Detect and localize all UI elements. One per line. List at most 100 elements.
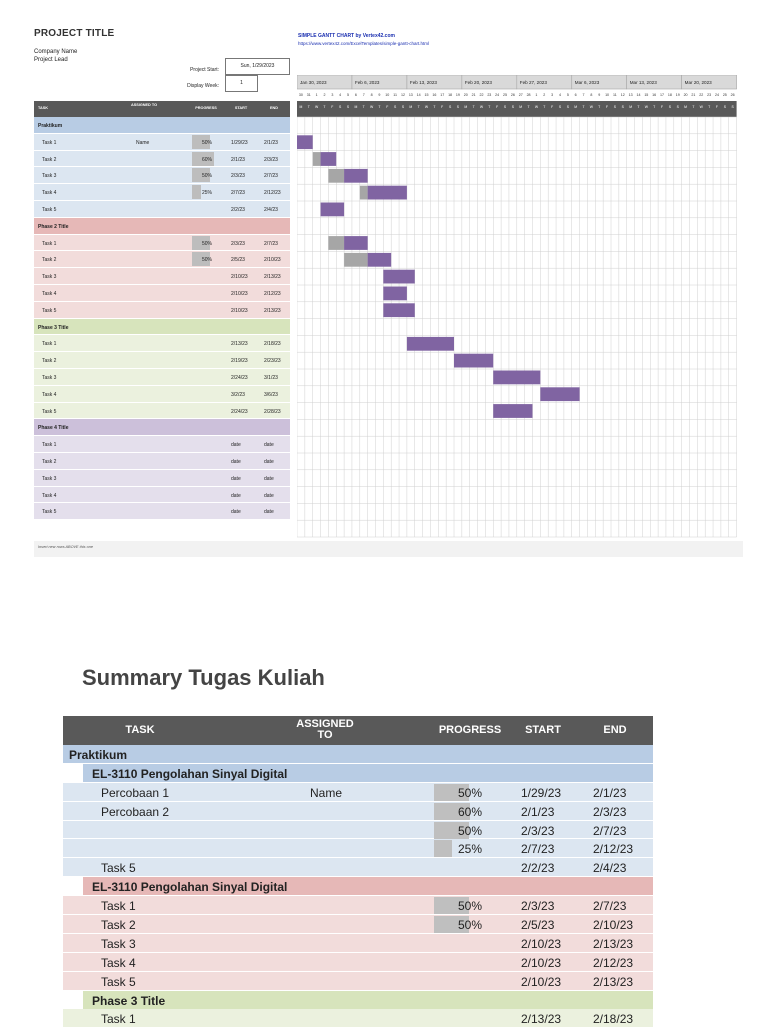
task-row[interactable]: Task 2 50% 2/5/23 2/10/23	[34, 251, 290, 269]
progress-fill	[192, 168, 210, 183]
summary-task-name: Task 1	[101, 1012, 136, 1027]
phase-band	[63, 745, 653, 763]
task-row[interactable]: Task 2 60% 2/1/23 2/3/23	[34, 150, 290, 168]
progress-fill	[192, 151, 214, 166]
day-letter: M	[574, 105, 577, 109]
gantt-bar[interactable]	[297, 135, 313, 150]
gantt-bar[interactable]	[320, 152, 337, 166]
task-row[interactable]: Task 5 2/24/23 2/28/23	[34, 402, 290, 420]
task-start: date	[231, 475, 241, 482]
task-row[interactable]: Task 4 25% 2/7/23 2/12/23	[34, 184, 290, 201]
summary-task-start: 2/2/23	[521, 861, 555, 876]
task-row[interactable]: Task 4 3/2/23 3/6/23	[34, 385, 290, 403]
day-letter: W	[370, 105, 374, 109]
task-row[interactable]: Task 2 date date	[34, 452, 290, 470]
day-number: 23	[707, 93, 711, 97]
summary-task-row[interactable]: Task 1 2/13/23 2/18/23	[63, 1009, 653, 1028]
phase-row[interactable]: Phase 2 Title	[34, 217, 290, 235]
day-letter: T	[528, 105, 530, 109]
task-name: Task 3	[42, 374, 57, 381]
task-row[interactable]: Task 2 2/19/23 2/23/23	[34, 352, 290, 369]
phase-label: Phase 2 Title	[38, 223, 69, 230]
summary-task-row[interactable]: Task 2 50% 2/5/23 2/10/23	[63, 915, 653, 934]
task-start: date	[231, 458, 241, 465]
summary-phase-row[interactable]: EL-3110 Pengolahan Sinyal Digital	[63, 763, 653, 783]
task-row[interactable]: Task 3 2/10/23 2/13/23	[34, 268, 290, 285]
gantt-bar[interactable]	[406, 336, 454, 351]
gantt-bar[interactable]	[383, 303, 415, 318]
summary-task-row[interactable]: Percobaan 1 Name 50% 1/29/23 2/1/23	[63, 782, 653, 802]
task-row[interactable]: Task 1 2/13/23 2/18/23	[34, 335, 290, 353]
progress-bar	[192, 134, 210, 149]
task-end: date	[264, 509, 274, 516]
gantt-bar[interactable]	[540, 387, 580, 402]
day-letter: W	[480, 105, 484, 109]
task-end: 2/13/23	[264, 307, 281, 314]
gantt-bar[interactable]	[344, 168, 368, 183]
task-row[interactable]: Task 1 date date	[34, 436, 290, 453]
phase-row[interactable]: Praktikum	[34, 117, 290, 134]
gantt-bar[interactable]	[367, 185, 407, 200]
day-number: 14	[417, 93, 421, 97]
task-row[interactable]: Task 3 date date	[34, 469, 290, 487]
display-week-label: Display Week:	[187, 83, 219, 89]
phase-row[interactable]: Phase 4 Title	[34, 419, 290, 437]
summary-task-name: Task 2	[101, 918, 136, 933]
day-letter: S	[512, 105, 515, 109]
summary-task-end: 2/4/23	[593, 861, 627, 876]
day-number: 19	[676, 93, 680, 97]
summary-task-row[interactable]: Task 3 2/10/23 2/13/23	[63, 933, 653, 953]
summary-task-row[interactable]: 50% 2/3/23 2/7/23	[63, 820, 653, 840]
credit-link[interactable]: https://www.vertex42.com/ExcelTemplates/…	[298, 41, 430, 46]
display-week-input[interactable]: 1	[225, 75, 258, 92]
task-row[interactable]: Task 5 2/10/23 2/13/23	[34, 301, 290, 319]
gantt-bar[interactable]	[320, 202, 345, 217]
task-row[interactable]: Task 5 date date	[34, 503, 290, 521]
summary-task-end: 2/12/23	[593, 955, 634, 970]
day-number: 26	[731, 93, 735, 97]
summary-phase-row[interactable]: Phase 3 Title	[63, 990, 653, 1010]
task-start: 1/29/23	[231, 139, 248, 146]
progress-bar	[192, 185, 210, 200]
gantt-bar[interactable]	[383, 269, 415, 284]
gantt-bar[interactable]	[367, 252, 392, 267]
summary-task-row[interactable]: Task 1 50% 2/3/23 2/7/23	[63, 896, 653, 916]
task-row[interactable]: Task 5 2/2/23 2/4/23	[34, 200, 290, 218]
summary-task-row[interactable]: Task 4 2/10/23 2/12/23	[63, 952, 653, 972]
summary-phase-row[interactable]: EL-3110 Pengolahan Sinyal Digital	[63, 877, 653, 897]
day-number: 2	[323, 93, 325, 97]
day-number: 18	[448, 93, 452, 97]
project-start-input[interactable]: Sun, 1/29/2023	[225, 58, 290, 75]
gantt-bar[interactable]	[493, 404, 533, 418]
summary-task-name: Percobaan 1	[101, 785, 170, 800]
summary-task-row[interactable]: Percobaan 2 60% 2/1/23 2/3/23	[63, 801, 653, 821]
day-letter: M	[684, 105, 687, 109]
gantt-bar[interactable]	[383, 286, 407, 301]
summary-task-row[interactable]: Task 5 2/10/23 2/13/23	[63, 971, 653, 991]
gantt-bar[interactable]	[493, 370, 541, 385]
task-row[interactable]: Task 3 50% 2/3/23 2/7/23	[34, 167, 290, 185]
task-name: Task 1	[42, 139, 57, 146]
project-lead: Project Lead	[34, 57, 68, 63]
gantt-bar[interactable]	[454, 353, 494, 368]
phase-label: Phase 4 Title	[38, 425, 69, 432]
day-letter: M	[409, 105, 412, 109]
task-row[interactable]: Task 1 Name 50% 1/29/23 2/1/23	[34, 133, 290, 151]
phase-row[interactable]: Phase 3 Title	[34, 318, 290, 336]
summary-task-start: 2/1/23	[521, 804, 555, 819]
task-row[interactable]: Task 3 2/24/23 3/1/23	[34, 368, 290, 386]
summary-phase-row[interactable]: Praktikum	[63, 745, 653, 764]
summary-task-row[interactable]: Task 5 2/2/23 2/4/23	[63, 858, 653, 878]
gantt-bar[interactable]	[344, 236, 368, 250]
day-number: 21	[472, 93, 476, 97]
summary-task-row[interactable]: 25% 2/7/23 2/12/23	[63, 839, 653, 859]
task-row[interactable]: Task 1 50% 2/3/23 2/7/23	[34, 234, 290, 252]
task-row[interactable]: Task 4 2/10/23 2/12/23	[34, 284, 290, 302]
task-end: 3/6/23	[264, 391, 278, 398]
day-number: 20	[464, 93, 468, 97]
day-letter: M	[354, 105, 357, 109]
day-letter: T	[488, 105, 490, 109]
task-row[interactable]: Task 4 date date	[34, 486, 290, 504]
task-end: 2/10/23	[264, 257, 281, 264]
gantt-chart: Jan 30, 2023 Feb 6, 2023 Feb 13, 2023 Feb 2…	[289, 74, 743, 557]
